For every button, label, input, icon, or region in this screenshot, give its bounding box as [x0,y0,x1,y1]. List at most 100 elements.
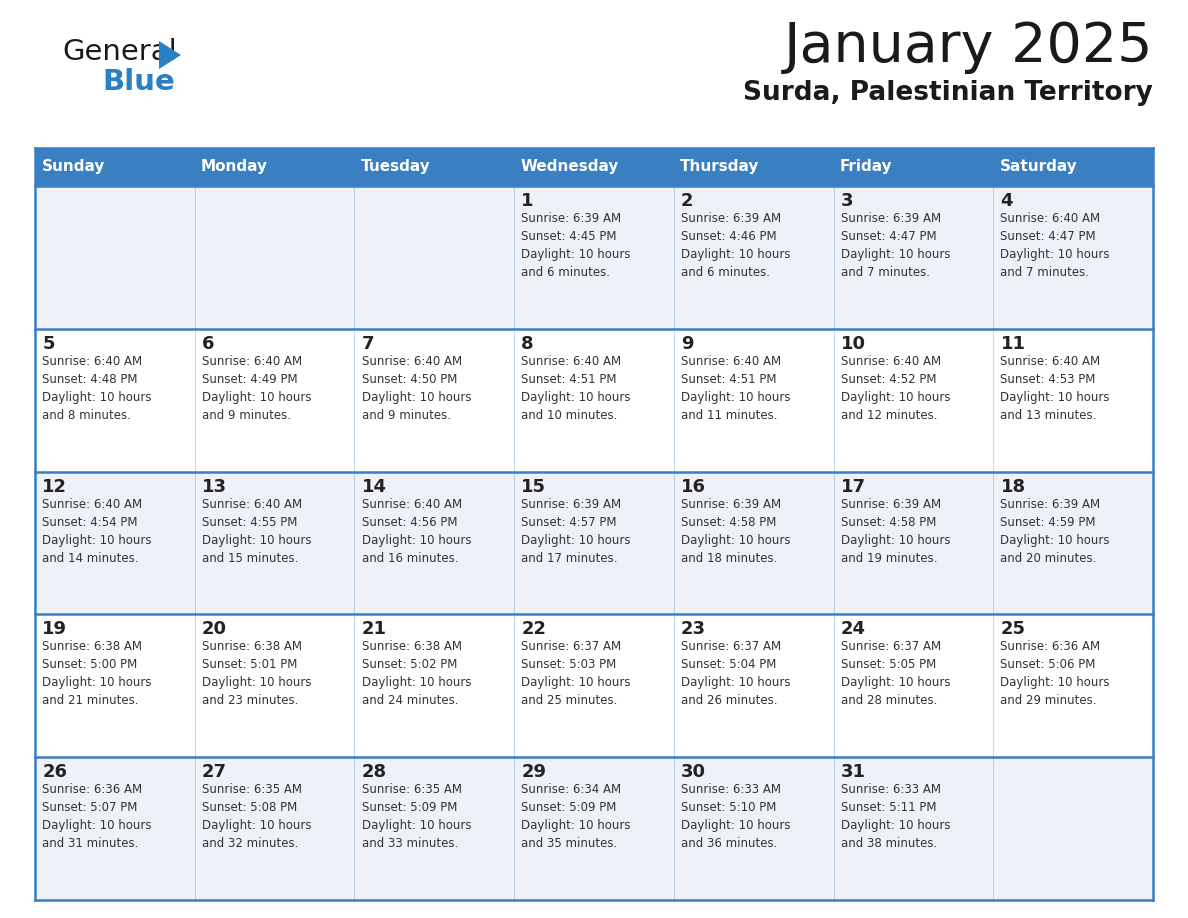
Text: General: General [62,38,177,66]
Bar [834,186,993,329]
Text: Sunrise: 6:35 AM
Sunset: 5:08 PM
Daylight: 10 hours
and 32 minutes.: Sunrise: 6:35 AM Sunset: 5:08 PM Dayligh… [202,783,311,850]
Text: 21: 21 [361,621,386,638]
Text: 5: 5 [43,335,55,353]
Text: Sunday: Sunday [42,160,105,174]
Bar [834,757,993,900]
Text: Sunrise: 6:40 AM
Sunset: 4:52 PM
Daylight: 10 hours
and 12 minutes.: Sunrise: 6:40 AM Sunset: 4:52 PM Dayligh… [841,354,950,421]
Text: Thursday: Thursday [681,160,759,174]
Text: Sunrise: 6:40 AM
Sunset: 4:54 PM
Daylight: 10 hours
and 14 minutes.: Sunrise: 6:40 AM Sunset: 4:54 PM Dayligh… [43,498,152,565]
Text: 29: 29 [522,763,546,781]
Bar [195,757,354,900]
Text: 14: 14 [361,477,386,496]
Bar [34,148,195,186]
Text: Sunrise: 6:37 AM
Sunset: 5:05 PM
Daylight: 10 hours
and 28 minutes.: Sunrise: 6:37 AM Sunset: 5:05 PM Dayligh… [841,641,950,708]
Bar [834,329,993,472]
Text: Sunrise: 6:40 AM
Sunset: 4:51 PM
Daylight: 10 hours
and 10 minutes.: Sunrise: 6:40 AM Sunset: 4:51 PM Dayligh… [522,354,631,421]
Text: January 2025: January 2025 [784,20,1154,74]
Text: 10: 10 [841,335,866,353]
Text: 8: 8 [522,335,533,353]
Text: 7: 7 [361,335,374,353]
Bar [195,148,354,186]
Text: 25: 25 [1000,621,1025,638]
Text: 11: 11 [1000,335,1025,353]
Bar [195,614,354,757]
Bar [514,472,674,614]
Text: Sunrise: 6:39 AM
Sunset: 4:47 PM
Daylight: 10 hours
and 7 minutes.: Sunrise: 6:39 AM Sunset: 4:47 PM Dayligh… [841,212,950,279]
Text: Sunrise: 6:37 AM
Sunset: 5:04 PM
Daylight: 10 hours
and 26 minutes.: Sunrise: 6:37 AM Sunset: 5:04 PM Dayligh… [681,641,790,708]
Text: Sunrise: 6:34 AM
Sunset: 5:09 PM
Daylight: 10 hours
and 35 minutes.: Sunrise: 6:34 AM Sunset: 5:09 PM Dayligh… [522,783,631,850]
Bar [674,757,834,900]
Text: Sunrise: 6:40 AM
Sunset: 4:51 PM
Daylight: 10 hours
and 11 minutes.: Sunrise: 6:40 AM Sunset: 4:51 PM Dayligh… [681,354,790,421]
Text: Surda, Palestinian Territory: Surda, Palestinian Territory [744,80,1154,106]
Text: Sunrise: 6:40 AM
Sunset: 4:47 PM
Daylight: 10 hours
and 7 minutes.: Sunrise: 6:40 AM Sunset: 4:47 PM Dayligh… [1000,212,1110,279]
Text: Sunrise: 6:40 AM
Sunset: 4:56 PM
Daylight: 10 hours
and 16 minutes.: Sunrise: 6:40 AM Sunset: 4:56 PM Dayligh… [361,498,472,565]
Text: Sunrise: 6:36 AM
Sunset: 5:06 PM
Daylight: 10 hours
and 29 minutes.: Sunrise: 6:36 AM Sunset: 5:06 PM Dayligh… [1000,641,1110,708]
Text: 26: 26 [43,763,68,781]
Text: Sunrise: 6:40 AM
Sunset: 4:50 PM
Daylight: 10 hours
and 9 minutes.: Sunrise: 6:40 AM Sunset: 4:50 PM Dayligh… [361,354,472,421]
Text: 31: 31 [841,763,866,781]
Bar [674,186,834,329]
Bar [354,614,514,757]
Bar [514,614,674,757]
Bar [354,757,514,900]
Text: Friday: Friday [840,160,892,174]
Bar [34,757,195,900]
Bar [354,472,514,614]
Text: Sunrise: 6:38 AM
Sunset: 5:02 PM
Daylight: 10 hours
and 24 minutes.: Sunrise: 6:38 AM Sunset: 5:02 PM Dayligh… [361,641,472,708]
Text: 18: 18 [1000,477,1025,496]
Text: 28: 28 [361,763,387,781]
Bar [34,186,195,329]
Bar [674,329,834,472]
Bar [195,329,354,472]
Bar [514,186,674,329]
Text: 15: 15 [522,477,546,496]
Text: 4: 4 [1000,192,1013,210]
Text: 17: 17 [841,477,866,496]
Text: 9: 9 [681,335,694,353]
Text: Sunrise: 6:40 AM
Sunset: 4:53 PM
Daylight: 10 hours
and 13 minutes.: Sunrise: 6:40 AM Sunset: 4:53 PM Dayligh… [1000,354,1110,421]
Bar [514,757,674,900]
Text: 3: 3 [841,192,853,210]
Text: 19: 19 [43,621,68,638]
Text: Sunrise: 6:35 AM
Sunset: 5:09 PM
Daylight: 10 hours
and 33 minutes.: Sunrise: 6:35 AM Sunset: 5:09 PM Dayligh… [361,783,472,850]
Bar [34,472,195,614]
Text: 27: 27 [202,763,227,781]
Bar [354,329,514,472]
Text: Sunrise: 6:39 AM
Sunset: 4:58 PM
Daylight: 10 hours
and 19 minutes.: Sunrise: 6:39 AM Sunset: 4:58 PM Dayligh… [841,498,950,565]
Text: 23: 23 [681,621,706,638]
Bar [354,148,514,186]
Text: Sunrise: 6:33 AM
Sunset: 5:10 PM
Daylight: 10 hours
and 36 minutes.: Sunrise: 6:33 AM Sunset: 5:10 PM Dayligh… [681,783,790,850]
Text: 6: 6 [202,335,214,353]
Text: Tuesday: Tuesday [361,160,430,174]
Text: 24: 24 [841,621,866,638]
Text: Wednesday: Wednesday [520,160,619,174]
Text: Sunrise: 6:40 AM
Sunset: 4:55 PM
Daylight: 10 hours
and 15 minutes.: Sunrise: 6:40 AM Sunset: 4:55 PM Dayligh… [202,498,311,565]
Text: Sunrise: 6:33 AM
Sunset: 5:11 PM
Daylight: 10 hours
and 38 minutes.: Sunrise: 6:33 AM Sunset: 5:11 PM Dayligh… [841,783,950,850]
Bar [993,329,1154,472]
Text: Sunrise: 6:39 AM
Sunset: 4:57 PM
Daylight: 10 hours
and 17 minutes.: Sunrise: 6:39 AM Sunset: 4:57 PM Dayligh… [522,498,631,565]
Bar [674,148,834,186]
Bar [993,186,1154,329]
Text: Sunrise: 6:36 AM
Sunset: 5:07 PM
Daylight: 10 hours
and 31 minutes.: Sunrise: 6:36 AM Sunset: 5:07 PM Dayligh… [43,783,152,850]
Text: 1: 1 [522,192,533,210]
Bar [195,186,354,329]
Text: Sunrise: 6:38 AM
Sunset: 5:00 PM
Daylight: 10 hours
and 21 minutes.: Sunrise: 6:38 AM Sunset: 5:00 PM Dayligh… [43,641,152,708]
Bar [514,329,674,472]
Bar [993,472,1154,614]
Text: Sunrise: 6:39 AM
Sunset: 4:46 PM
Daylight: 10 hours
and 6 minutes.: Sunrise: 6:39 AM Sunset: 4:46 PM Dayligh… [681,212,790,279]
Bar [993,757,1154,900]
Text: Sunrise: 6:38 AM
Sunset: 5:01 PM
Daylight: 10 hours
and 23 minutes.: Sunrise: 6:38 AM Sunset: 5:01 PM Dayligh… [202,641,311,708]
Bar [993,148,1154,186]
Bar [514,148,674,186]
Bar [834,472,993,614]
Text: Saturday: Saturday [999,160,1078,174]
Bar [674,614,834,757]
Text: 30: 30 [681,763,706,781]
Bar [34,329,195,472]
Polygon shape [159,41,181,69]
Text: 13: 13 [202,477,227,496]
Text: Monday: Monday [201,160,268,174]
Text: Sunrise: 6:39 AM
Sunset: 4:59 PM
Daylight: 10 hours
and 20 minutes.: Sunrise: 6:39 AM Sunset: 4:59 PM Dayligh… [1000,498,1110,565]
Text: Sunrise: 6:37 AM
Sunset: 5:03 PM
Daylight: 10 hours
and 25 minutes.: Sunrise: 6:37 AM Sunset: 5:03 PM Dayligh… [522,641,631,708]
Text: 20: 20 [202,621,227,638]
